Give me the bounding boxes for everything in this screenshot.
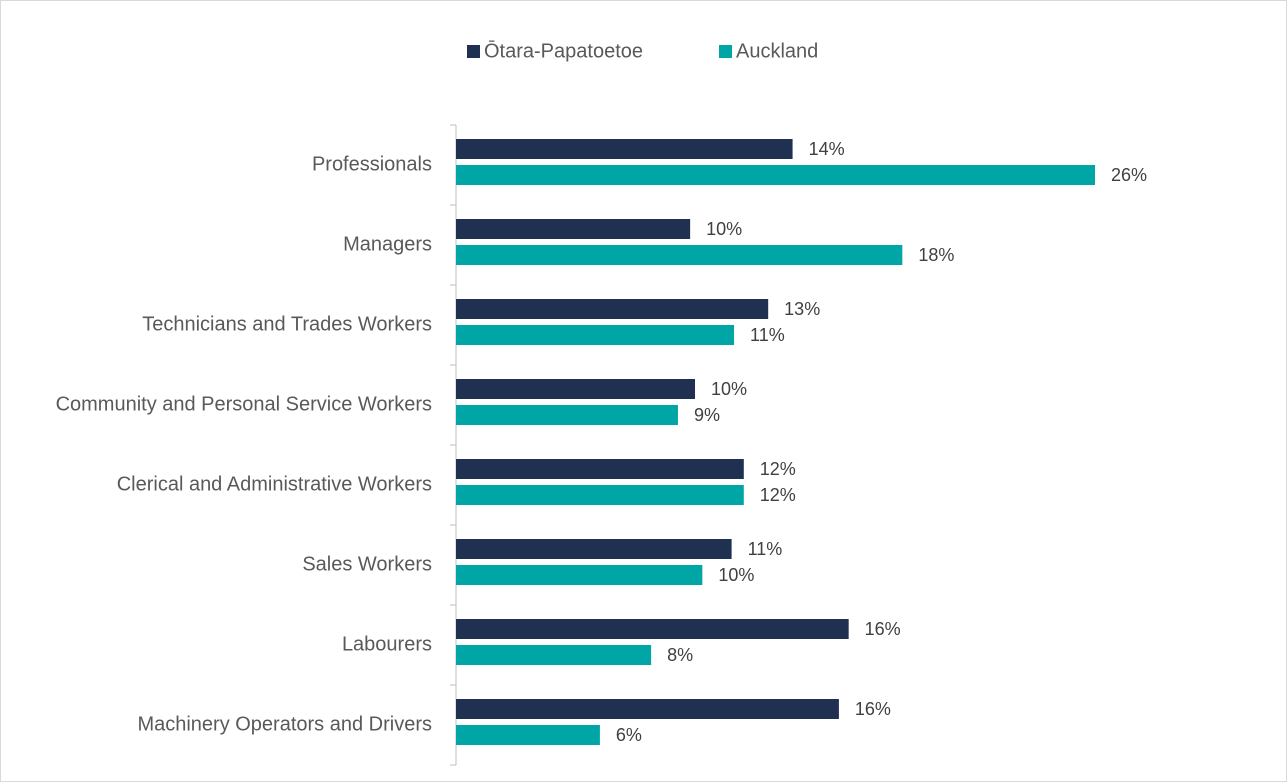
data-label: 16% — [855, 699, 891, 719]
y-tick-label: Technicians and Trades Workers — [142, 313, 432, 335]
bar — [456, 139, 793, 159]
bar — [456, 165, 1095, 185]
bar — [456, 219, 691, 239]
legend-label: Ōtara-Papatoetoe — [484, 39, 643, 62]
legend-label: Auckland — [736, 40, 818, 62]
y-tick-label: Labourers — [342, 633, 432, 655]
data-label: 12% — [760, 459, 796, 479]
data-label: 11% — [748, 539, 783, 559]
y-tick-label: Community and Personal Service Workers — [56, 393, 432, 415]
bar — [456, 379, 696, 399]
data-label: 14% — [809, 139, 845, 159]
data-label: 18% — [918, 245, 954, 265]
data-label: 6% — [616, 725, 642, 745]
bar — [456, 539, 732, 559]
bar — [456, 325, 735, 345]
data-label: 10% — [718, 565, 754, 585]
bar — [456, 565, 703, 585]
y-tick-label: Sales Workers — [302, 553, 432, 575]
data-label: 10% — [706, 219, 742, 239]
legend-swatch — [467, 45, 480, 58]
bar — [456, 619, 849, 639]
data-label: 26% — [1111, 165, 1147, 185]
data-label: 16% — [865, 619, 901, 639]
data-label: 12% — [760, 485, 796, 505]
data-label: 9% — [694, 405, 720, 425]
y-tick-label: Machinery Operators and Drivers — [137, 713, 432, 735]
data-label: 8% — [667, 645, 693, 665]
bar — [456, 699, 839, 719]
bar — [456, 245, 903, 265]
bar — [456, 459, 744, 479]
bar — [456, 645, 652, 665]
data-label: 13% — [784, 299, 820, 319]
bar — [456, 725, 600, 745]
bar — [456, 299, 769, 319]
bar — [456, 405, 678, 425]
data-label: 10% — [711, 379, 747, 399]
y-tick-label: Managers — [343, 233, 432, 255]
bar — [456, 485, 744, 505]
legend-swatch — [719, 45, 732, 58]
data-label: 11% — [750, 325, 785, 345]
y-tick-label: Professionals — [312, 153, 432, 175]
y-tick-label: Clerical and Administrative Workers — [117, 473, 432, 495]
